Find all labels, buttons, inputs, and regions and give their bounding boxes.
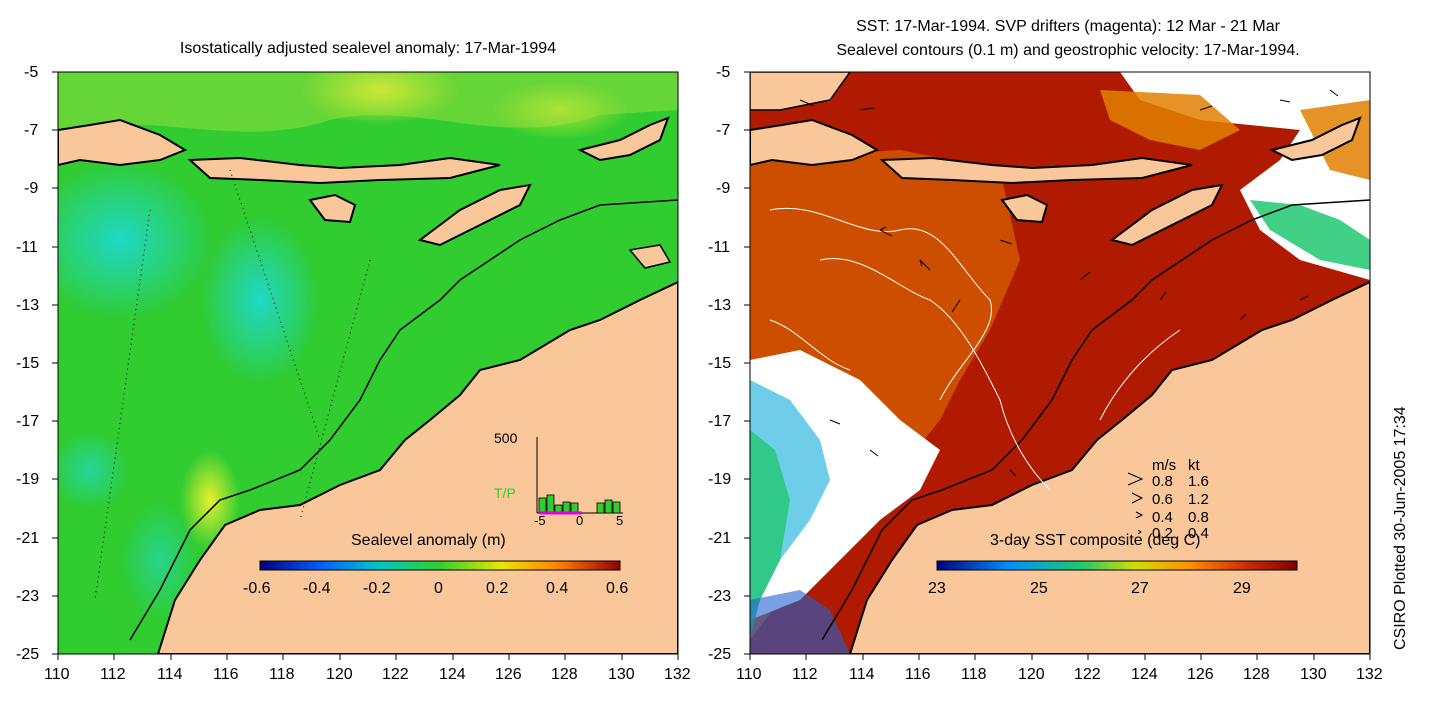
right-x-tick: 116	[905, 666, 931, 683]
left-y-tick: -23	[16, 588, 40, 605]
left-x-tick: 132	[664, 666, 691, 683]
velocity-legend-kt: 0.8	[1188, 509, 1209, 526]
left-x-tick: 128	[551, 666, 578, 683]
velocity-legend-ms: 0.2	[1152, 525, 1173, 542]
left-x-tick: 124	[439, 666, 466, 683]
left-map-ticks	[52, 71, 679, 660]
velocity-legend-ms: 0.4	[1152, 509, 1173, 526]
inset-bar	[604, 499, 613, 514]
velocity-legend-kt: 0.4	[1188, 525, 1209, 542]
sst-map	[750, 72, 1370, 654]
sealevel-colorbar-tick: 0	[434, 580, 443, 597]
left-x-tick: 120	[326, 666, 353, 683]
left-y-tick: -5	[24, 64, 39, 81]
left-y-tick: -25	[16, 646, 40, 663]
sealevel-colorbar-title: Sealevel anomaly (m)	[351, 532, 506, 549]
left-y-tick: -21	[16, 530, 40, 547]
right-x-tick: 132	[1356, 666, 1383, 683]
right-y-tick: -5	[716, 64, 731, 81]
inset-y-label: 500	[494, 430, 518, 446]
left-x-tick: 114	[157, 666, 183, 683]
inset-bar	[562, 501, 571, 514]
right-x-tick: 112	[792, 666, 818, 683]
sealevel-colorbar-tick: 0.6	[606, 580, 629, 597]
sst-colorbar	[936, 560, 1298, 571]
velocity-legend-kt: 1.6	[1188, 473, 1209, 490]
left-y-tick: -17	[16, 413, 40, 430]
right-x-tick: 120	[1018, 666, 1045, 683]
right-y-tick: -19	[708, 471, 732, 488]
sealevel-colorbar-tick: 0.2	[486, 580, 509, 597]
sealevel-map	[58, 72, 678, 654]
right-y-tick: -13	[708, 297, 732, 314]
right-y-tick: -21	[708, 530, 732, 547]
velocity-legend-ms: 0.6	[1152, 491, 1173, 508]
velocity-legend-arrows	[1127, 472, 1144, 535]
left-x-tick: 130	[608, 666, 635, 683]
sealevel-colorbar	[259, 560, 621, 571]
left-map-title: Isostatically adjusted sealevel anomaly:…	[179, 40, 557, 57]
left-x-tick: 116	[213, 666, 239, 683]
left-x-tick: 118	[269, 666, 295, 683]
inset-series-label: T/P	[494, 485, 516, 501]
sst-colorbar-title: 3-day SST composite (deg C)	[990, 532, 1201, 549]
right-y-tick: -25	[708, 646, 732, 663]
sealevel-colorbar-tick: 0.4	[546, 580, 569, 597]
right-x-tick: 124	[1131, 666, 1158, 683]
left-x-tick: 126	[495, 666, 522, 683]
sealevel-colorbar-tick: -0.4	[303, 580, 331, 597]
sst-colorbar-tick: 27	[1131, 580, 1149, 597]
inset-bar	[612, 501, 621, 514]
right-y-tick: -17	[708, 413, 732, 430]
left-x-tick: 122	[382, 666, 409, 683]
inset-bar	[596, 502, 605, 514]
sst-colorbar-tick: 25	[1030, 580, 1048, 597]
left-x-tick: 112	[100, 666, 126, 683]
right-map-title-line2: Sealevel contours (0.1 m) and geostrophi…	[836, 42, 1300, 59]
left-y-tick: -13	[16, 297, 40, 314]
velocity-legend-ms: 0.8	[1152, 473, 1173, 490]
right-y-tick: -11	[708, 239, 730, 256]
left-y-tick: -7	[24, 122, 39, 139]
left-y-tick: -9	[24, 180, 39, 197]
velocity-legend-header-kt: kt	[1188, 457, 1200, 474]
left-y-tick: -11	[16, 239, 38, 256]
inset-x-tick: 5	[616, 513, 624, 528]
right-x-tick: 126	[1187, 666, 1214, 683]
inset-x-tick: 0	[576, 513, 584, 528]
right-map-ticks	[744, 71, 1371, 660]
right-map-title-line1: SST: 17-Mar-1994. SVP drifters (magenta)…	[856, 18, 1280, 35]
right-y-tick: -7	[716, 122, 731, 139]
right-y-tick: -9	[716, 180, 731, 197]
velocity-legend-kt: 1.2	[1188, 491, 1209, 508]
right-x-tick: 114	[849, 666, 875, 683]
right-x-tick: 130	[1300, 666, 1327, 683]
right-x-tick: 128	[1243, 666, 1270, 683]
sst-colorbar-tick: 23	[928, 580, 946, 597]
sealevel-colorbar-tick: -0.6	[243, 580, 271, 597]
velocity-legend-header-ms: m/s	[1152, 457, 1177, 474]
right-y-tick: -15	[708, 355, 732, 372]
sst-colorbar-tick: 29	[1233, 580, 1251, 597]
right-x-tick: 118	[961, 666, 987, 683]
left-y-tick: -15	[16, 355, 40, 372]
right-x-tick: 110	[736, 666, 762, 683]
right-x-tick: 122	[1074, 666, 1101, 683]
right-y-tick: -23	[708, 588, 732, 605]
sealevel-colorbar-tick: -0.2	[363, 580, 391, 597]
inset-bar	[546, 494, 555, 514]
velocity-vectors	[799, 89, 1339, 477]
left-y-tick: -19	[16, 471, 40, 488]
plot-credit: CSIRO Plotted 30-Jun-2005 17:34	[1392, 406, 1409, 650]
inset-x-tick: -5	[534, 513, 546, 528]
tp-inset-chart	[536, 437, 623, 515]
left-x-tick: 110	[44, 666, 70, 683]
inset-bar	[538, 497, 547, 514]
